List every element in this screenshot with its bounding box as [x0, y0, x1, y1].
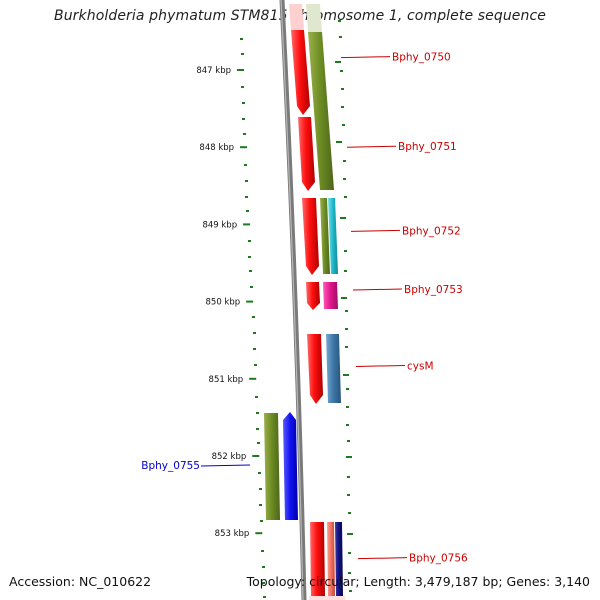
- gene-leader-line: [346, 145, 397, 148]
- kbp-tick-mark: [249, 377, 257, 380]
- kbp-tick-label: 852 kbp: [212, 452, 247, 462]
- kbp-tick-mark: [255, 532, 263, 535]
- gene-leader-line: [357, 557, 408, 560]
- gene-bphy-0752-olive: [320, 198, 330, 274]
- gene-label-bphy-0756[interactable]: Bphy_0756: [409, 553, 468, 565]
- gene-labels: Bphy_0750 Bphy_0751 Bphy_0752 Bphy_0753 cysM…: [141, 52, 468, 565]
- kbp-tick-label: 847 kbp: [196, 66, 231, 76]
- gene-salmon: [327, 522, 335, 596]
- chromosome-backbone: [279, 0, 307, 600]
- gene-leader-line: [350, 229, 401, 232]
- gene-label-bphy-0755[interactable]: Bphy_0755: [141, 460, 200, 472]
- gene-red-4: [306, 282, 320, 310]
- gene-leader-line: [355, 364, 406, 367]
- gene-cysm-steelblue: [326, 334, 341, 403]
- kbp-tick-label: 851 kbp: [209, 375, 244, 385]
- kbp-tick-label: 848 kbp: [199, 143, 234, 153]
- gene-leader-line: [200, 464, 251, 467]
- gene-label-cysm[interactable]: cysM: [407, 360, 434, 372]
- gene-red-3: [302, 198, 319, 275]
- gene-fragment-top-pale: [306, 4, 322, 32]
- gene-label-bphy-0753[interactable]: Bphy_0753: [404, 284, 463, 296]
- gene-fade-bottom: [309, 596, 345, 600]
- gene-label-bphy-0752[interactable]: Bphy_0752: [402, 225, 461, 237]
- kbp-tick-mark: [240, 146, 248, 149]
- gene-navy: [335, 522, 343, 596]
- gene-red-2: [298, 117, 315, 191]
- outer-strand-genes: [291, 30, 345, 600]
- gene-leader-line: [340, 56, 391, 59]
- kbp-tick-label: 850 kbp: [206, 298, 241, 308]
- gene-bphy-0755-olive: [264, 413, 280, 520]
- kbp-tick-label: 849 kbp: [202, 220, 237, 230]
- gene-bphy-0755-blue: [283, 412, 298, 520]
- gene-red-5: [307, 334, 323, 404]
- outer-dot-ring: [335, 20, 353, 592]
- gene-bphy-0750-olive: [308, 32, 334, 190]
- gene-red-6: [310, 522, 325, 596]
- kbp-tick-mark: [252, 455, 260, 457]
- kbp-ticks: 847 kbp 848 kbp 849 kbp 850 kbp 851 kbp 852 k…: [196, 66, 263, 539]
- gene-label-bphy-0751[interactable]: Bphy_0751: [398, 141, 457, 153]
- gene-red-1: [291, 30, 310, 115]
- kbp-tick-mark: [237, 69, 244, 71]
- inner-strand-genes: [264, 412, 298, 520]
- chromosome-backbone-highlight: [280, 0, 304, 600]
- gene-leader-line: [352, 288, 403, 291]
- topology-text: Topology: circular; Length: 3,479,187 bp…: [246, 574, 590, 589]
- kbp-tick-mark: [243, 223, 251, 226]
- gene-label-bphy-0750[interactable]: Bphy_0750: [392, 52, 451, 64]
- gene-fragment-top-pink: [289, 4, 304, 30]
- inner-dot-ring: [240, 38, 266, 598]
- kbp-tick-mark: [246, 300, 254, 303]
- gene-bphy-0752-cyan: [328, 198, 338, 274]
- kbp-tick-label: 853 kbp: [215, 529, 250, 539]
- gene-bphy-0753-magenta: [323, 282, 338, 309]
- accession-text: Accession: NC_010622: [9, 574, 152, 589]
